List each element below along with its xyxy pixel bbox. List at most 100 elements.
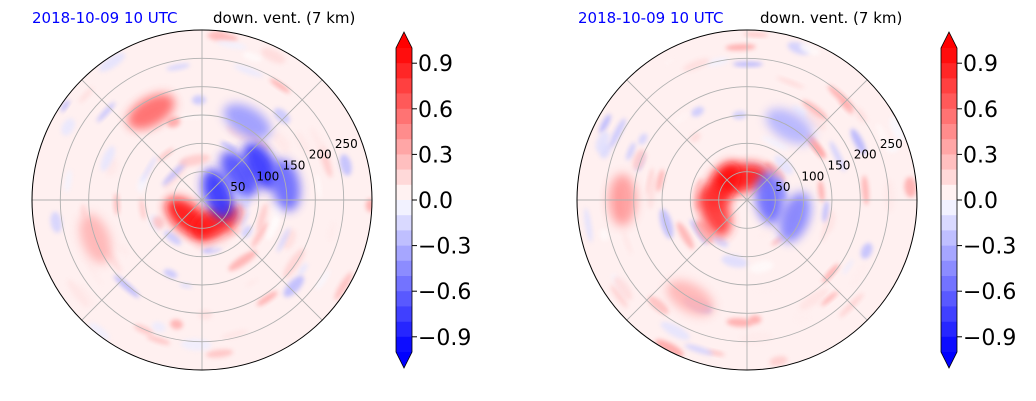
- field-streak: [146, 335, 171, 345]
- field-streak: [240, 209, 250, 229]
- field-streak: [889, 116, 906, 142]
- colorbar-bin: [396, 48, 412, 64]
- colorbar-bin: [941, 108, 957, 125]
- colorbar-bin: [396, 276, 412, 292]
- field-feature: [202, 169, 234, 220]
- grid-spoke: [746, 79, 868, 201]
- chart-title: down. vent. (7 km): [760, 9, 902, 27]
- field-streak: [712, 235, 729, 248]
- field-streak: [251, 222, 268, 248]
- radial-tick-label: 250: [335, 137, 358, 151]
- field-streak: [61, 118, 75, 136]
- radial-tick-label: 150: [283, 159, 306, 173]
- panel-left: 2018-10-09 10 UTC down. vent. (7 km) 50 1…: [31, 9, 471, 371]
- field-streak: [660, 321, 690, 341]
- radial-tick-label: 250: [880, 137, 903, 151]
- radial-tick-label: 100: [801, 169, 824, 183]
- field-streak: [339, 154, 352, 176]
- radial-tick-label: 100: [256, 169, 279, 183]
- colorbar-bin: [941, 184, 957, 201]
- colorbar-bin: [396, 291, 412, 307]
- field-streak: [799, 288, 829, 310]
- field-streak: [83, 255, 103, 285]
- colorbar-bin: [941, 78, 957, 94]
- field-streak: [67, 279, 90, 308]
- colorbar-bins: [940, 31, 958, 369]
- field-streak: [120, 244, 129, 256]
- colorbar-extend-min: [941, 352, 957, 368]
- field-streak: [769, 356, 788, 366]
- colorbar-bin: [941, 124, 957, 140]
- colorbar-ticks: 0.9 0.6 0.3 0.0 −0.3 −0.6 −0.9: [957, 52, 1016, 351]
- colorbar-bin: [941, 200, 957, 216]
- time-label: 2018-10-09 10 UTC: [578, 9, 724, 27]
- field-streak: [726, 318, 753, 327]
- colorbar-bin: [941, 93, 957, 110]
- field-feature: [220, 151, 258, 197]
- plot-outline: [576, 29, 918, 371]
- field-streak: [761, 136, 789, 151]
- field-streak: [100, 145, 115, 172]
- field-feature: [223, 103, 271, 140]
- field-streak: [164, 230, 182, 246]
- field-streak: [315, 269, 331, 291]
- field-streak: [771, 236, 783, 246]
- field-streak: [139, 198, 147, 221]
- field-streak: [822, 263, 840, 283]
- field-streak: [886, 139, 899, 153]
- colorbar-bin: [396, 245, 412, 262]
- colorbar-bin: [941, 230, 957, 246]
- colorbar-tick-label: 0.6: [418, 98, 453, 123]
- field-streak: [233, 64, 264, 78]
- colorbar-bin: [941, 276, 957, 292]
- field-streak: [732, 61, 763, 67]
- field-streak: [860, 242, 873, 259]
- field-streak: [851, 262, 868, 287]
- field-streak: [584, 207, 593, 243]
- field-streak: [167, 116, 181, 128]
- field-streak: [676, 221, 694, 250]
- colorbar-bin: [941, 63, 957, 79]
- field-streak: [79, 87, 94, 103]
- colorbar-bin: [941, 154, 957, 170]
- grid-spoke: [201, 79, 323, 201]
- field-streak: [221, 329, 249, 339]
- colorbar-bin: [941, 245, 957, 262]
- field-streak: [613, 276, 633, 301]
- field-streak: [80, 203, 87, 218]
- field-streak: [672, 111, 690, 126]
- field-streak: [691, 106, 704, 117]
- field-streak: [261, 48, 286, 64]
- field-streak: [60, 99, 70, 112]
- field-streak: [706, 57, 730, 67]
- colorbar-bin: [396, 200, 412, 216]
- grid-spoke: [626, 199, 748, 321]
- field-streak: [170, 319, 183, 330]
- field-streak: [228, 250, 257, 271]
- field-streak: [99, 52, 126, 72]
- colorbar-bin: [941, 215, 957, 231]
- field-streak: [365, 198, 372, 212]
- field-streak: [663, 57, 675, 66]
- field-streak: [210, 236, 238, 251]
- radial-tick-label: 50: [230, 180, 245, 194]
- field-streak: [296, 131, 312, 156]
- field-streak: [226, 125, 251, 142]
- colorbar-bin: [396, 184, 412, 201]
- field-streak: [276, 227, 291, 253]
- field-streak: [609, 118, 626, 149]
- colorbar-tick-label: 0.9: [418, 52, 453, 77]
- field-streak: [163, 269, 178, 279]
- field-streak: [725, 44, 756, 51]
- field-streak: [706, 350, 725, 356]
- field-streak: [656, 169, 665, 192]
- colorbar-ticks: 0.9 0.6 0.3 0.0 −0.3 −0.6 −0.9: [412, 52, 471, 351]
- field-feature: [243, 142, 279, 190]
- field-streak: [77, 285, 97, 307]
- colorbar-bin: [941, 169, 957, 186]
- colorbar-extend-max: [941, 32, 957, 48]
